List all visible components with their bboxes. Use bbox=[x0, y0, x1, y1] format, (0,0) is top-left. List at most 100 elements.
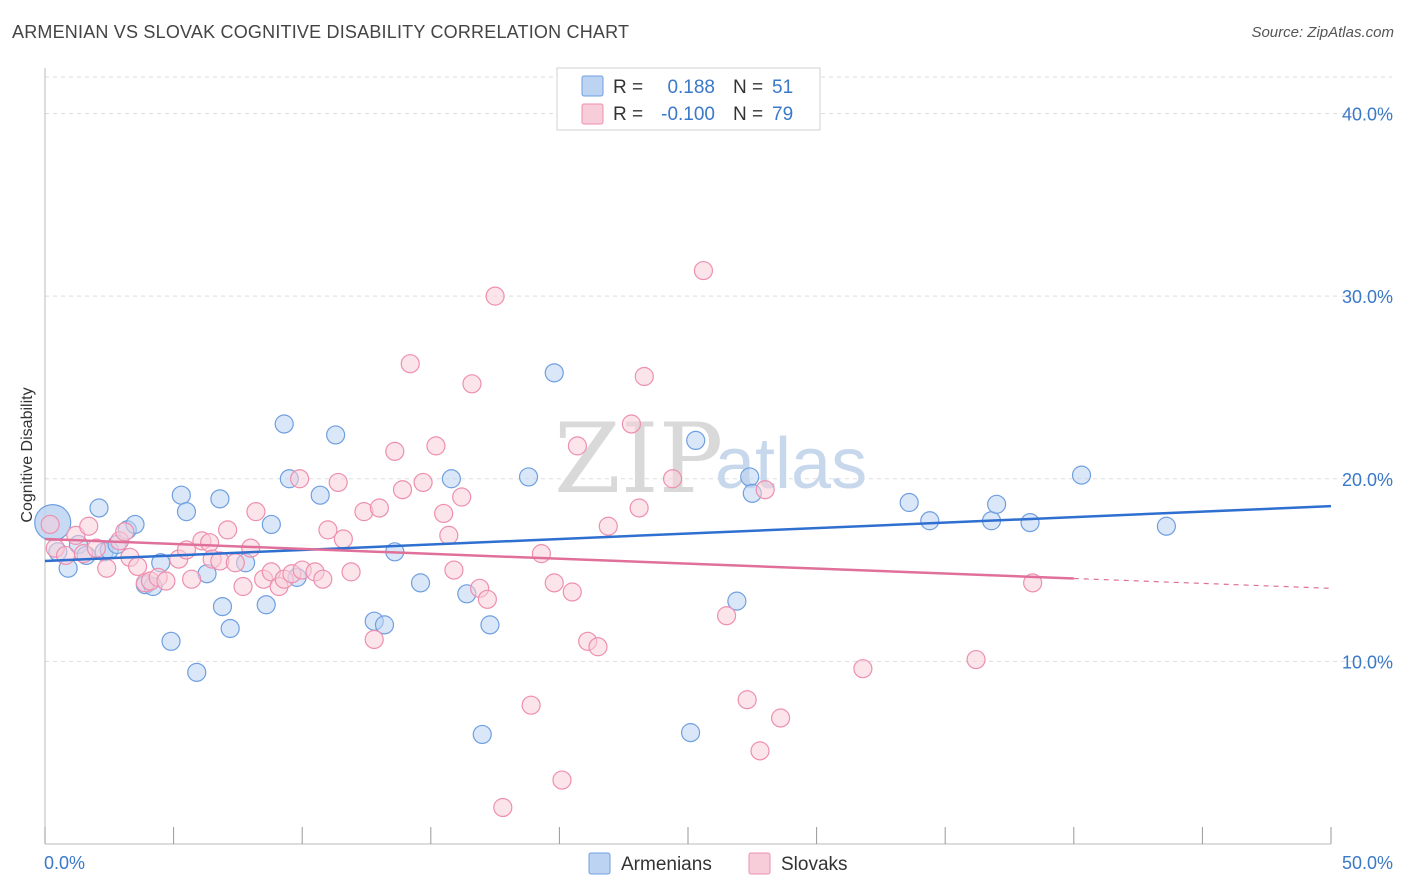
trend-lines bbox=[44, 504, 1332, 589]
watermark-atlas: atlas bbox=[715, 424, 867, 504]
legend-r-value-armenians: 0.188 bbox=[667, 77, 715, 98]
slovaks-point bbox=[853, 659, 873, 679]
slovaks-point bbox=[246, 502, 266, 522]
armenians-point bbox=[680, 723, 701, 743]
slovaks-point bbox=[200, 533, 220, 553]
legend-swatch-armenians bbox=[581, 75, 604, 97]
axes bbox=[44, 68, 1332, 845]
x-tick-label: 0.0% bbox=[44, 853, 85, 873]
slovaks-point bbox=[544, 573, 564, 593]
slovaks-point bbox=[40, 514, 60, 535]
armenians-point bbox=[518, 467, 539, 487]
legend-r-label-armenians: R = bbox=[613, 77, 643, 98]
slovaks-trend-line bbox=[44, 537, 1074, 580]
armenians-point bbox=[374, 615, 395, 635]
slovaks-point bbox=[413, 472, 433, 493]
slovaks-point bbox=[290, 469, 310, 489]
armenians-point bbox=[210, 489, 230, 509]
y-tick-label: 40.0% bbox=[1342, 105, 1393, 125]
armenians-point bbox=[472, 724, 492, 745]
armenians-point bbox=[212, 596, 233, 617]
slovaks-point bbox=[182, 569, 202, 589]
slovaks-point bbox=[97, 558, 117, 578]
slovaks-point bbox=[385, 441, 405, 461]
slovaks-point bbox=[364, 629, 384, 650]
armenians-point bbox=[1156, 516, 1176, 536]
slovaks-point bbox=[1023, 573, 1043, 593]
slovaks-point bbox=[634, 366, 654, 387]
slovaks-point bbox=[485, 286, 505, 306]
y-tick-label: 30.0% bbox=[1342, 287, 1393, 307]
armenians-point bbox=[256, 595, 276, 615]
bottom-legend-slovaks: Slovaks bbox=[781, 854, 848, 875]
armenians-point bbox=[727, 591, 747, 611]
slovaks-point bbox=[770, 708, 791, 728]
armenians-point bbox=[1071, 465, 1092, 485]
slovaks-point bbox=[328, 472, 348, 493]
slovaks-point bbox=[693, 260, 714, 281]
armenians-point bbox=[261, 514, 281, 535]
slovaks-point bbox=[79, 516, 99, 536]
slovaks-point bbox=[318, 520, 338, 540]
slovaks-point bbox=[400, 354, 420, 374]
armenians-point bbox=[220, 618, 240, 639]
slovaks-point bbox=[737, 690, 757, 710]
armenians-point bbox=[176, 502, 197, 522]
armenians-point bbox=[274, 414, 294, 434]
slovaks-point bbox=[755, 480, 775, 500]
slovaks-point bbox=[750, 741, 770, 761]
slovaks-point bbox=[333, 529, 353, 549]
slovaks-point bbox=[444, 560, 464, 580]
slovaks-point bbox=[127, 556, 148, 577]
slovaks-point bbox=[233, 576, 253, 597]
legend: R = 0.188 N = 51 R = -0.100 N = 79 bbox=[556, 67, 821, 131]
armenians-point bbox=[187, 662, 207, 682]
slovaks-point bbox=[462, 374, 482, 394]
legend-n-value-slovaks: 79 bbox=[772, 104, 793, 125]
slovaks-point bbox=[716, 606, 737, 626]
armenians-point bbox=[310, 485, 330, 505]
chart-title: ARMENIAN VS SLOVAK COGNITIVE DISABILITY … bbox=[12, 22, 630, 42]
slovaks-point bbox=[598, 516, 618, 536]
armenians-trend-line bbox=[44, 504, 1332, 563]
bottom-legend-armenians: Armenians bbox=[621, 854, 712, 875]
y-tick-label: 20.0% bbox=[1342, 470, 1393, 490]
armenians-point bbox=[441, 469, 461, 489]
bottom-legend-swatch-armenians bbox=[588, 852, 611, 875]
slovaks-point bbox=[562, 582, 582, 602]
slovaks-point bbox=[521, 695, 541, 715]
y-tick-labels: 10.0% 20.0% 30.0% 40.0% bbox=[1342, 105, 1393, 673]
armenians-point bbox=[89, 498, 109, 518]
slovaks-point bbox=[434, 503, 454, 524]
slovaks-point bbox=[369, 498, 389, 518]
slovaks-point bbox=[966, 649, 986, 670]
y-tick-label: 10.0% bbox=[1342, 652, 1393, 672]
slovaks-point bbox=[531, 544, 551, 564]
armenians-point bbox=[326, 425, 346, 445]
armenians-point bbox=[544, 363, 564, 383]
slovaks-point bbox=[477, 589, 497, 609]
armenians-point bbox=[899, 492, 919, 513]
slovaks-trend-line-extension bbox=[1073, 577, 1332, 589]
slovaks-point bbox=[439, 525, 459, 545]
slovaks-point bbox=[426, 436, 446, 456]
slovaks-point bbox=[493, 797, 513, 818]
armenians-point bbox=[410, 573, 431, 593]
chart-source: Source: ZipAtlas.com bbox=[1251, 24, 1394, 41]
bottom-legend-swatch-slovaks bbox=[748, 852, 771, 875]
slovaks-point bbox=[621, 414, 642, 434]
gridlines bbox=[45, 76, 1392, 662]
slovaks-point bbox=[567, 436, 588, 456]
slovaks-point bbox=[115, 522, 135, 542]
bottom-legend: Armenians Slovaks bbox=[588, 852, 848, 875]
slovaks-point bbox=[552, 770, 572, 790]
armenians-point bbox=[987, 494, 1007, 514]
slovaks-point bbox=[313, 569, 333, 589]
watermark: ZIP atlas bbox=[554, 403, 867, 515]
armenians-point bbox=[686, 430, 706, 451]
legend-n-value-armenians: 51 bbox=[772, 77, 793, 98]
slovaks-point bbox=[662, 469, 683, 489]
armenians-point bbox=[920, 511, 940, 531]
legend-swatch-slovaks bbox=[581, 103, 604, 125]
